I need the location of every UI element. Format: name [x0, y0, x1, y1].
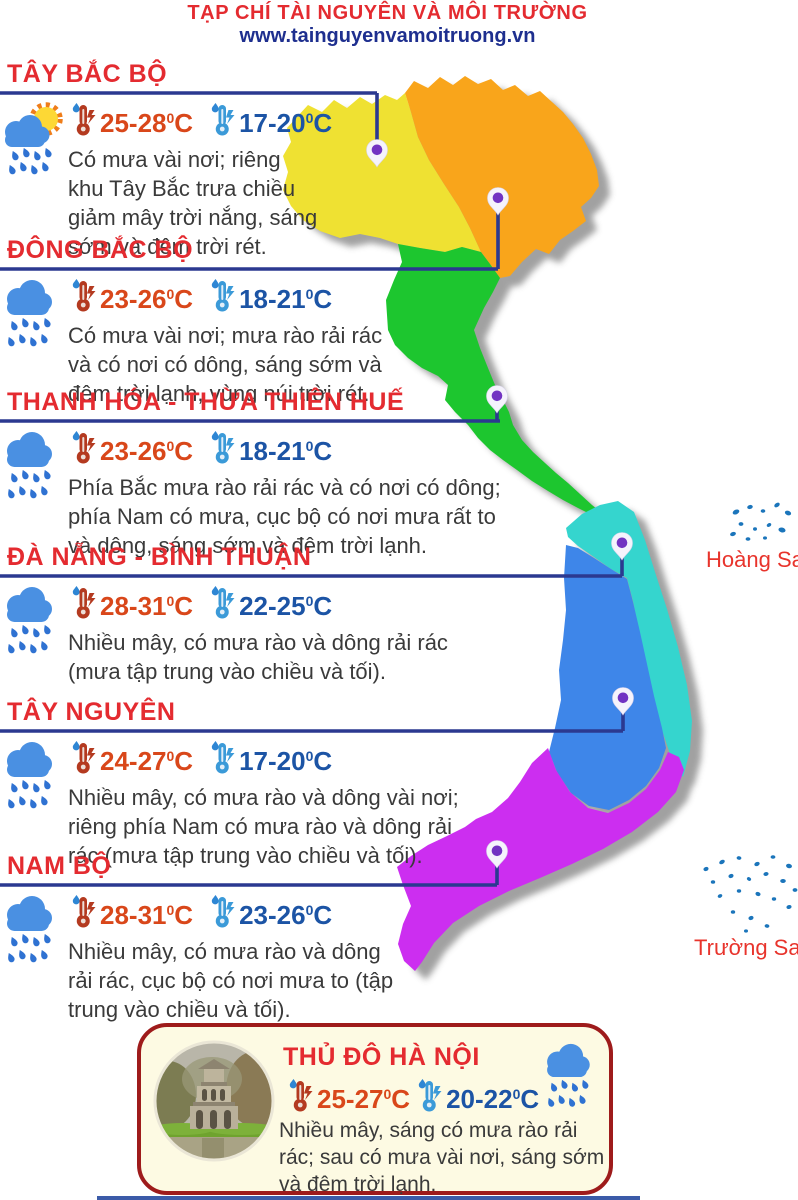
- hanoi-forecast-box: THỦ ĐÔ HÀ NỘI 25-270C 20-220C Nhiều mây,…: [137, 1023, 613, 1196]
- cloud-rain-icon: [2, 585, 54, 661]
- cloud-rain-icon: [2, 740, 54, 816]
- temp-low: 17-200C: [239, 108, 333, 138]
- thermometer-hot-icon: [72, 103, 96, 136]
- temperature-row: 28-310C 22-250C: [70, 584, 332, 623]
- thermometer-cold-icon: [211, 431, 235, 464]
- masthead: TẠP CHÍ TÀI NGUYÊN VÀ MÔI TRƯỜNG www.tai…: [0, 2, 775, 47]
- temp-low: 20-220C: [446, 1084, 540, 1114]
- region-name: ĐÔNG BẮC BỘ: [7, 236, 194, 264]
- thermometer-cold-icon: [211, 586, 235, 619]
- temp-high: 25-280C: [100, 108, 194, 138]
- temp-high: 25-270C: [317, 1084, 411, 1114]
- region-forecast-text: Nhiều mây, có mưa rào và dông rải rác, c…: [68, 939, 394, 1022]
- hoang-sa-islands: [730, 502, 792, 541]
- thermometer-cold-icon: [418, 1079, 442, 1112]
- region-forecast-text: Có mưa vài nơi; mưa rào rải rác và có nơ…: [68, 323, 383, 406]
- temperature-row: 24-270C 17-200C: [70, 739, 332, 778]
- thermometer-cold-icon: [211, 741, 235, 774]
- region-forecast-text: Nhiều mây, có mưa rào và dông rải rác (m…: [68, 630, 448, 684]
- thermometer-cold-icon: [211, 895, 235, 928]
- hoang-sa-label: Hoàng Sa: [706, 547, 798, 572]
- thermometer-cold-icon: [211, 103, 235, 136]
- hanoi-temperature-row: 25-270C 20-220C: [287, 1077, 539, 1116]
- temperature-row: 23-260C 18-210C: [70, 429, 332, 468]
- temp-high: 23-260C: [100, 436, 194, 466]
- region-forecast-text: Nhiều mây, có mưa rào và dông vài nơi; r…: [68, 785, 459, 868]
- temp-low: 22-250C: [239, 591, 333, 621]
- bottom-divider-line: [97, 1196, 640, 1200]
- temp-low: 18-210C: [239, 284, 333, 314]
- hanoi-title: THỦ ĐÔ HÀ NỘI: [283, 1043, 480, 1071]
- cloud-rain-icon: [2, 894, 54, 970]
- cloud-rain-icon: [2, 278, 54, 354]
- thermometer-hot-icon: [72, 741, 96, 774]
- region-name: TÂY NGUYÊN: [7, 698, 176, 726]
- truong-sa-islands: [703, 855, 798, 933]
- sun-cloud-rain-icon: [2, 100, 66, 178]
- temperature-row: 23-260C 18-210C: [70, 277, 332, 316]
- thermometer-hot-icon: [72, 431, 96, 464]
- region-name: ĐÀ NẴNG - BÌNH THUẬN: [7, 543, 312, 571]
- magazine-title: TẠP CHÍ TÀI NGUYÊN VÀ MÔI TRƯỜNG: [187, 2, 588, 24]
- thermometer-hot-icon: [72, 279, 96, 312]
- truong-sa-label: Trường Sa: [694, 935, 798, 960]
- temp-high: 24-270C: [100, 746, 194, 776]
- temp-low: 23-260C: [239, 900, 333, 930]
- temp-low: 17-200C: [239, 746, 333, 776]
- region-forecast-text: Phía Bắc mưa rào rải rác và có nơi có dô…: [68, 475, 501, 558]
- region-name: THANH HÓA - THỪA THIÊN HUẾ: [7, 388, 405, 416]
- turtle-tower-photo: [153, 1040, 275, 1162]
- temp-high: 28-310C: [100, 900, 194, 930]
- cloud-rain-icon: [539, 1042, 595, 1114]
- cloud-rain-icon: [2, 430, 54, 506]
- temperature-row: 28-310C 23-260C: [70, 893, 332, 932]
- thermometer-hot-icon: [289, 1079, 313, 1112]
- temp-high: 28-310C: [100, 591, 194, 621]
- thermometer-hot-icon: [72, 586, 96, 619]
- magazine-url: www.tainguyenvamoitruong.vn: [239, 25, 536, 47]
- hanoi-forecast-text: Nhiều mây, sáng có mưa rào rải rác; sau …: [279, 1119, 605, 1196]
- region-forecast-text: Có mưa vài nơi; riêng khu Tây Bắc trưa c…: [68, 147, 318, 259]
- region-name: TÂY BẮC BỘ: [7, 60, 168, 88]
- temp-high: 23-260C: [100, 284, 194, 314]
- region-name: NAM BỘ: [7, 852, 112, 880]
- temperature-row: 25-280C 17-200C: [70, 101, 332, 140]
- thermometer-hot-icon: [72, 895, 96, 928]
- thermometer-cold-icon: [211, 279, 235, 312]
- temp-low: 18-210C: [239, 436, 333, 466]
